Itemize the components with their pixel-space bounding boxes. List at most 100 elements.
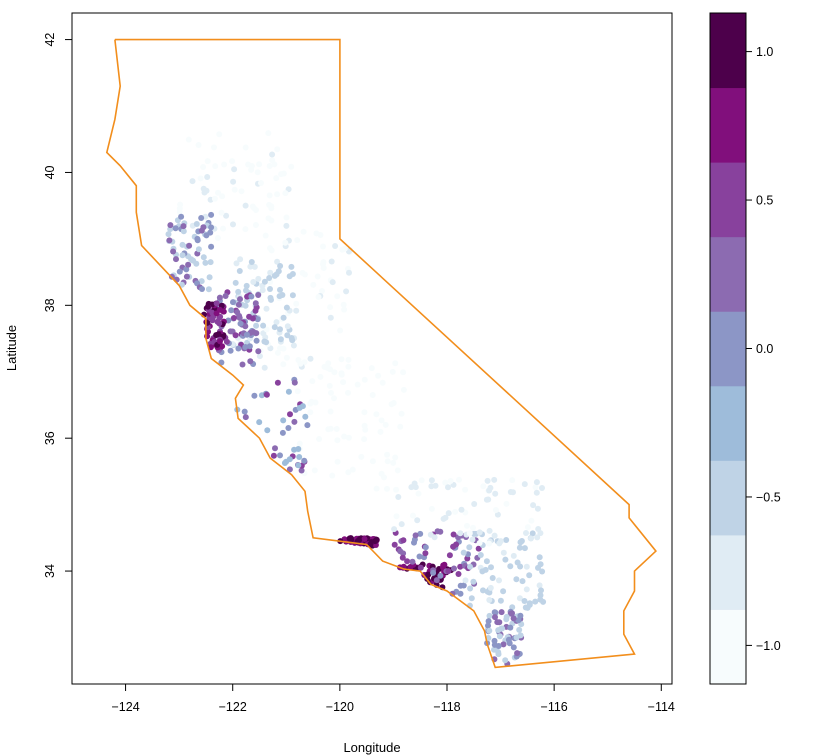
- data-point: [283, 222, 290, 229]
- data-point: [274, 146, 281, 153]
- data-point: [248, 293, 255, 300]
- data-point: [341, 433, 348, 440]
- data-point: [213, 300, 220, 307]
- data-point: [242, 202, 249, 209]
- data-point: [414, 517, 421, 524]
- colorbar-tick-label: 0.5: [756, 194, 773, 208]
- data-point: [236, 268, 243, 274]
- data-point: [283, 304, 290, 311]
- data-point: [469, 536, 476, 543]
- data-point: [452, 508, 459, 515]
- data-point: [277, 263, 284, 269]
- data-point: [219, 193, 226, 200]
- data-point: [425, 571, 432, 578]
- data-point: [315, 294, 322, 300]
- data-point: [311, 467, 318, 474]
- data-point: [470, 578, 477, 585]
- data-point: [237, 296, 243, 303]
- data-point: [204, 333, 211, 340]
- data-point: [263, 326, 270, 333]
- data-point: [510, 552, 517, 559]
- data-point: [404, 558, 411, 565]
- data-point: [329, 279, 336, 286]
- data-point: [457, 563, 464, 570]
- data-point: [398, 521, 405, 528]
- data-point: [392, 360, 399, 367]
- data-point: [294, 388, 301, 395]
- data-point: [346, 535, 353, 542]
- data-point: [496, 577, 502, 584]
- data-point: [492, 507, 499, 513]
- data-point: [538, 587, 544, 594]
- data-point: [466, 544, 473, 551]
- data-point: [471, 501, 478, 507]
- data-point: [232, 332, 239, 339]
- data-point: [268, 217, 275, 224]
- data-point: [212, 163, 219, 170]
- data-point: [491, 637, 498, 644]
- data-point: [177, 201, 184, 208]
- data-point: [379, 379, 386, 386]
- y-axis: 34 36 38 40 42: [43, 33, 72, 578]
- data-point: [280, 314, 287, 321]
- data-point: [369, 458, 376, 465]
- data-point: [526, 572, 533, 579]
- data-point: [417, 564, 424, 571]
- data-point: [230, 221, 236, 228]
- data-point: [253, 322, 260, 329]
- data-point: [411, 539, 417, 546]
- data-point: [458, 506, 465, 513]
- data-point: [509, 477, 516, 484]
- data-point: [325, 426, 332, 433]
- data-point: [296, 454, 303, 460]
- data-point: [249, 315, 256, 322]
- data-point: [263, 391, 270, 398]
- data-point: [217, 338, 223, 345]
- y-tick-label: 40: [43, 165, 57, 179]
- data-point: [483, 558, 490, 565]
- data-point: [274, 258, 281, 265]
- data-point: [334, 458, 341, 465]
- colorbar-swatch: [710, 13, 746, 89]
- data-point: [475, 545, 482, 552]
- data-point: [487, 584, 494, 591]
- data-point: [253, 330, 260, 337]
- data-point: [400, 369, 407, 376]
- data-point: [235, 301, 242, 308]
- data-point: [242, 226, 249, 233]
- data-point: [176, 268, 183, 275]
- data-point: [445, 510, 452, 517]
- data-point: [200, 185, 207, 192]
- data-point: [523, 530, 529, 536]
- data-point: [382, 421, 389, 428]
- data-point: [524, 524, 531, 531]
- data-point: [227, 347, 234, 354]
- data-point: [345, 389, 351, 396]
- data-point: [391, 526, 398, 533]
- data-point: [263, 339, 270, 346]
- data-point: [485, 496, 492, 503]
- data-point: [369, 392, 376, 398]
- data-point: [373, 536, 380, 543]
- data-point: [285, 425, 292, 431]
- data-point: [244, 293, 251, 300]
- data-point: [534, 505, 541, 512]
- data-point: [327, 314, 334, 321]
- data-point: [446, 552, 453, 559]
- data-point: [207, 259, 214, 266]
- data-point: [243, 287, 249, 294]
- y-axis-title: Latitude: [4, 325, 19, 371]
- data-point: [517, 539, 524, 546]
- data-point: [527, 535, 534, 542]
- data-point: [338, 356, 345, 363]
- data-point: [495, 627, 502, 634]
- data-point: [291, 418, 298, 425]
- data-point: [455, 571, 462, 577]
- data-point: [367, 541, 374, 548]
- data-point: [258, 180, 264, 186]
- y-tick-label: 36: [43, 431, 57, 445]
- data-point: [398, 410, 405, 417]
- data-point: [195, 142, 202, 148]
- data-point: [216, 320, 223, 327]
- data-point: [284, 323, 291, 330]
